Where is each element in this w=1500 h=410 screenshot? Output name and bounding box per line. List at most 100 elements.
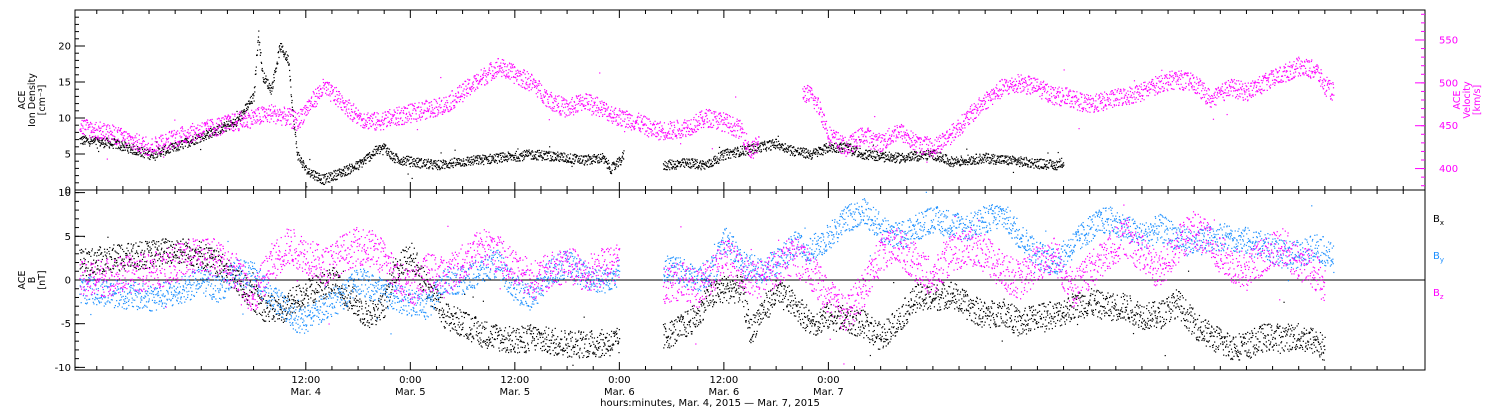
x-tick-sublabel: Mar. 6 <box>604 387 635 398</box>
density-series-point <box>344 175 345 176</box>
density-series-point <box>550 151 551 152</box>
density-series-point <box>258 30 259 31</box>
density-series-point <box>858 151 859 152</box>
density-series-point <box>516 157 517 158</box>
density-series-point <box>364 157 365 158</box>
density-series-point <box>787 145 788 146</box>
density-series-point <box>745 151 746 152</box>
density-series-point <box>446 163 447 164</box>
density-series-point <box>376 146 377 147</box>
density-series-point <box>618 165 619 166</box>
density-series-point <box>473 162 474 163</box>
density-series-point <box>309 159 310 160</box>
density-series-point <box>431 159 432 160</box>
density-series-point <box>701 164 702 165</box>
density-series-point <box>177 148 178 149</box>
density-series-point <box>294 129 295 130</box>
density-series-point <box>557 152 558 153</box>
density-series-point <box>155 160 156 161</box>
density-series-point <box>221 127 222 128</box>
density-series-point <box>555 157 556 158</box>
density-series-point <box>519 158 520 159</box>
density-series-point <box>818 152 819 153</box>
density-series-point <box>893 158 894 159</box>
density-series-point <box>588 154 589 155</box>
density-series-point <box>833 145 834 146</box>
density-series-point <box>520 160 521 161</box>
density-series-point <box>301 164 302 165</box>
density-series-point <box>197 142 198 143</box>
density-series-point <box>799 153 800 154</box>
density-series-point <box>147 157 148 158</box>
density-series-point <box>680 162 681 163</box>
density-series-point <box>894 154 895 155</box>
density-series-point <box>329 182 330 183</box>
density-series-point <box>276 67 277 68</box>
density-series-point <box>228 124 229 125</box>
density-series-point <box>294 124 295 125</box>
density-series-point <box>418 161 419 162</box>
density-series-point <box>455 162 456 163</box>
density-series-point <box>466 160 467 161</box>
density-series-point <box>352 165 353 166</box>
density-series-point <box>300 160 301 161</box>
density-series-point <box>820 154 821 155</box>
density-series-point <box>501 157 502 158</box>
density-series-point <box>386 153 387 154</box>
density-series-point <box>692 158 693 159</box>
density-series-point <box>97 147 98 148</box>
density-series-point <box>354 166 355 167</box>
density-series-point <box>292 100 293 101</box>
density-series-point <box>532 156 533 157</box>
density-series-point <box>604 156 605 157</box>
density-series-point <box>818 153 819 154</box>
density-series-point <box>571 166 572 167</box>
density-series-point <box>817 156 818 157</box>
density-series-point <box>677 160 678 161</box>
density-series-point <box>506 159 507 160</box>
density-series-point <box>578 158 579 159</box>
density-series-point <box>222 129 223 130</box>
density-series-point <box>179 149 180 150</box>
density-series-point <box>251 96 252 97</box>
density-series-point <box>435 162 436 163</box>
density-series-point <box>684 159 685 160</box>
density-series-point <box>431 161 432 162</box>
density-series-point <box>791 152 792 153</box>
density-series-point <box>531 151 532 152</box>
density-series-point <box>522 156 523 157</box>
density-series-point <box>508 152 509 153</box>
density-series-point <box>83 136 84 137</box>
density-series-point <box>778 141 779 142</box>
density-series-point <box>794 151 795 152</box>
density-series-point <box>579 156 580 157</box>
density-series-point <box>296 141 297 142</box>
density-series-point <box>813 148 814 149</box>
density-series-point <box>309 168 310 169</box>
density-series-point <box>286 57 287 58</box>
density-series-point <box>498 154 499 155</box>
density-series-point <box>456 164 457 165</box>
density-series-point <box>374 149 375 150</box>
density-series-point <box>868 150 869 151</box>
density-series-point <box>865 153 866 154</box>
density-y-label: ACE Ion Density [cm⁻³] <box>17 73 48 127</box>
density-series-point <box>142 154 143 155</box>
density-series-point <box>741 154 742 155</box>
density-series-point <box>666 162 667 163</box>
density-series-point <box>257 55 258 56</box>
density-series-point <box>511 159 512 160</box>
density-series-point <box>601 161 602 162</box>
x-tick-label: 12:00 <box>291 375 320 386</box>
density-series-point <box>447 165 448 166</box>
density-series-point <box>623 158 624 159</box>
density-series-point <box>365 156 366 157</box>
density-series-point <box>615 168 616 169</box>
density-series-point <box>706 164 707 165</box>
density-series-point <box>565 161 566 162</box>
density-series-point <box>876 151 877 152</box>
density-series-point <box>574 161 575 162</box>
density-series-point <box>808 158 809 159</box>
density-series-point <box>220 130 221 131</box>
density-series-point <box>113 144 114 145</box>
